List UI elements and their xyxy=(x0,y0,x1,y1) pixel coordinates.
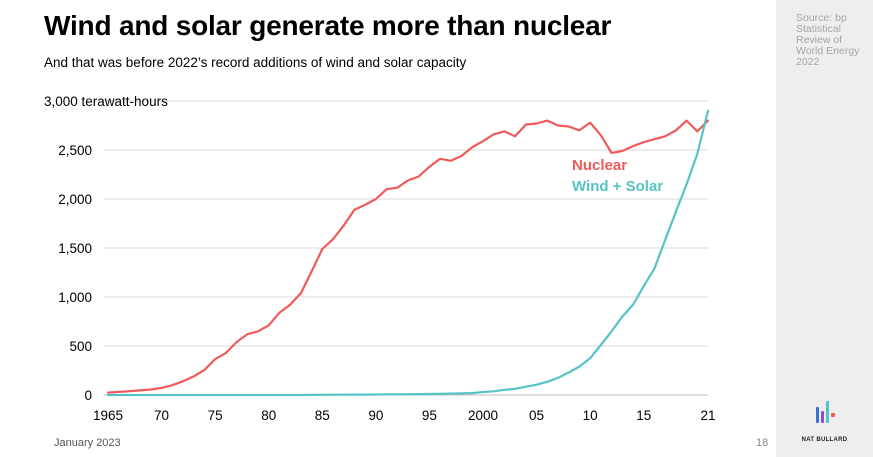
x-tick-label: 2000 xyxy=(468,408,498,423)
logo-bar-2 xyxy=(821,411,824,423)
logo-bar-3 xyxy=(826,401,829,423)
line-chart: 2,500 2,000 1,500 1,000 500 0 1965 70 75 80 85 90 9… xyxy=(44,94,716,423)
grid-lines xyxy=(104,100,708,396)
series-lines xyxy=(106,109,710,397)
brand-name: NAT BULLARD xyxy=(801,437,848,443)
page-subtitle: And that was before 2022’s record additi… xyxy=(44,55,467,70)
y-tick-label: 500 xyxy=(69,339,92,354)
x-tick-label: 95 xyxy=(422,408,437,423)
y-tick-label: 2,000 xyxy=(58,192,92,207)
x-tick-label: 85 xyxy=(315,408,330,423)
x-tick-label: 15 xyxy=(636,408,651,423)
brand-logo-icon xyxy=(816,401,835,423)
page-number: 18 xyxy=(756,437,769,449)
series-label-wind-solar: Wind + Solar xyxy=(572,178,663,195)
y-tick-label: 1,000 xyxy=(58,290,92,305)
logo-bar-1 xyxy=(816,407,819,423)
y-axis-label: 3,000 terawatt-hours xyxy=(44,94,168,109)
page-title: Wind and solar generate more than nuclea… xyxy=(44,10,612,41)
sidebar: Source: bp Statistical Review of World E… xyxy=(776,0,873,457)
y-tick-label: 1,500 xyxy=(58,241,92,256)
series-label-nuclear: Nuclear xyxy=(572,157,627,174)
y-axis-ticks: 2,500 2,000 1,500 1,000 500 0 xyxy=(58,143,92,403)
y-tick-label: 0 xyxy=(84,388,92,403)
x-tick-label: 21 xyxy=(700,408,715,423)
footer-date: January 2023 xyxy=(54,437,121,449)
source-note: Source: bp Statistical Review of World E… xyxy=(796,12,860,68)
x-tick-label: 05 xyxy=(529,408,544,423)
x-tick-label: 10 xyxy=(583,408,598,423)
x-tick-label: 1965 xyxy=(93,408,123,423)
logo-bar-4 xyxy=(831,413,835,417)
x-axis-ticks: 1965 70 75 80 85 90 95 2000 05 10 15 21 xyxy=(93,408,716,423)
series-line-wind-solar xyxy=(106,109,710,397)
x-tick-label: 80 xyxy=(261,408,276,423)
x-tick-label: 70 xyxy=(154,408,169,423)
x-tick-label: 90 xyxy=(368,408,383,423)
series-line-nuclear xyxy=(106,119,710,394)
y-tick-label: 2,500 xyxy=(58,143,92,158)
x-tick-label: 75 xyxy=(208,408,223,423)
